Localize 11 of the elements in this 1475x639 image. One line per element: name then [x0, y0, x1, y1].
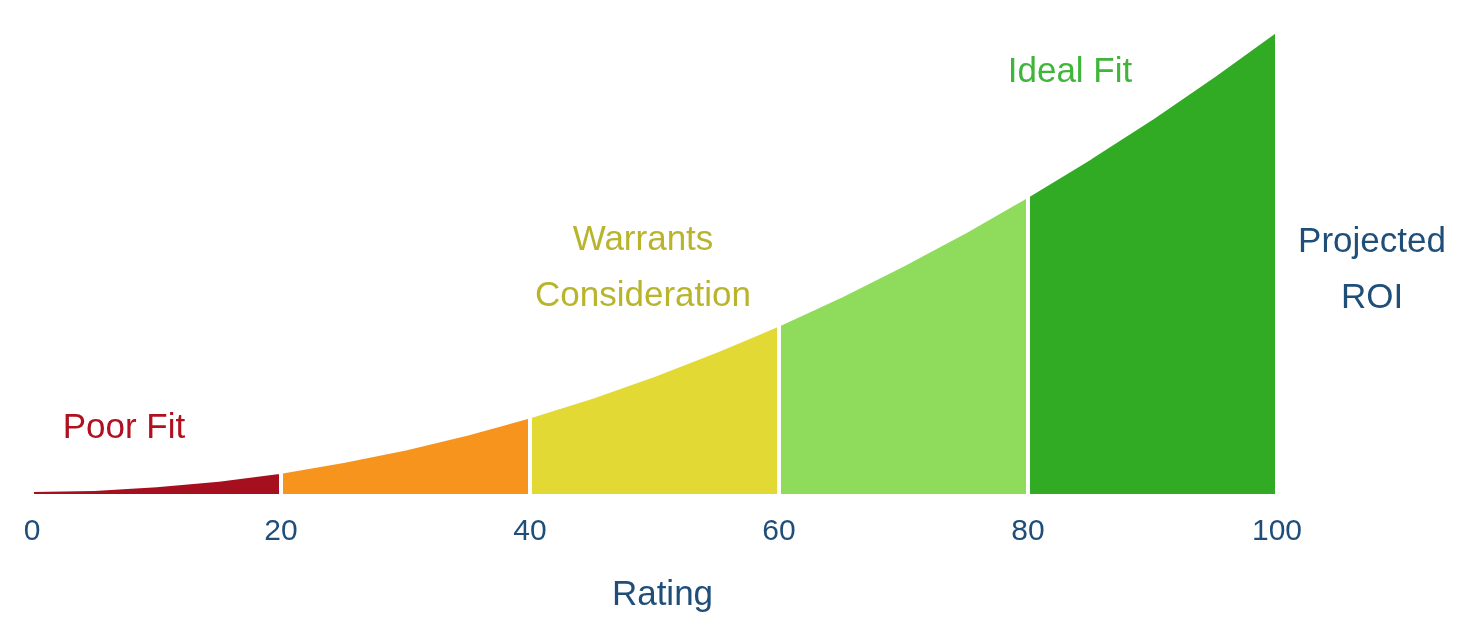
annotation: Ideal Fit: [1007, 50, 1133, 89]
x-tick-label: 60: [762, 513, 796, 546]
annotation: Poor Fit: [62, 406, 186, 445]
y-axis-title: Projected ROI: [1298, 220, 1446, 315]
x-axis-title: Rating: [611, 573, 714, 612]
x-tick-label: 100: [1251, 513, 1303, 546]
annotation: Warrants Consideration: [535, 218, 751, 313]
x-tick-label: 80: [1011, 513, 1045, 546]
x-tick-label: 20: [264, 513, 298, 546]
x-tick-label: 40: [513, 513, 547, 546]
x-tick-label: 0: [23, 513, 41, 546]
